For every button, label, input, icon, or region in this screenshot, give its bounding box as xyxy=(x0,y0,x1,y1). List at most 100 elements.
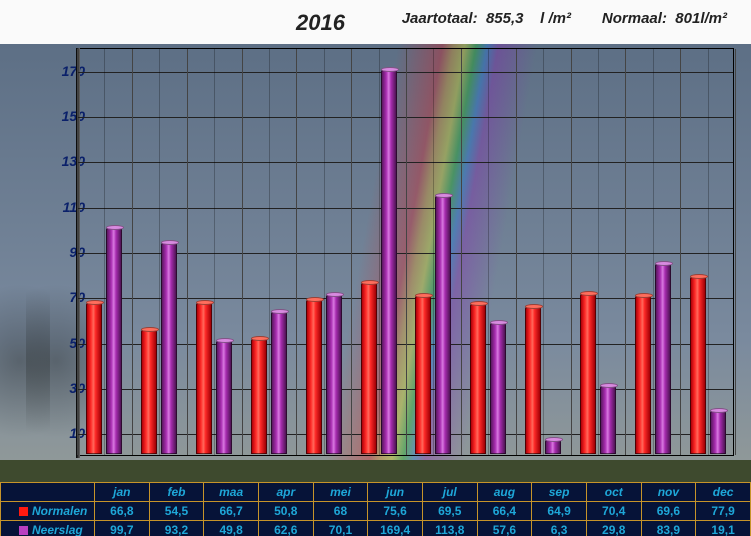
cell-normalen: 69,5 xyxy=(422,502,477,521)
bar-neerslag xyxy=(435,196,451,454)
legend-swatch-purple xyxy=(19,526,28,535)
bar-cap xyxy=(271,309,289,314)
bar-cap xyxy=(361,280,379,285)
bar-cap xyxy=(580,291,598,296)
gridline-h xyxy=(77,208,733,209)
total-unit: l /m² xyxy=(540,10,571,27)
month-header: aug xyxy=(477,483,532,502)
bar-neerslag xyxy=(216,341,232,454)
month-header: oct xyxy=(586,483,641,502)
month-header: apr xyxy=(258,483,313,502)
gridline-v-minor xyxy=(214,49,215,455)
gridline-v xyxy=(516,49,517,455)
bar-cap xyxy=(306,297,324,302)
bar-neerslag xyxy=(545,440,561,454)
bar-neerslag xyxy=(655,264,671,454)
total-label: Jaartotaal: xyxy=(402,10,478,27)
month-header: sep xyxy=(532,483,587,502)
bar-cap xyxy=(600,383,618,388)
cell-normalen: 70,4 xyxy=(586,502,641,521)
cell-normalen: 66,8 xyxy=(95,502,150,521)
table-row-neerslag: Neerslag 99,793,249,862,670,1169,4113,85… xyxy=(1,521,751,536)
bar-cap xyxy=(86,300,104,305)
bar-neerslag xyxy=(106,228,122,454)
cell-neerslag: 113,8 xyxy=(422,521,477,536)
bar-normalen xyxy=(690,277,706,454)
bar-normalen xyxy=(306,300,322,454)
title-normal: Normaal: 801l/m² xyxy=(602,10,727,27)
bar-cap xyxy=(690,274,708,279)
title-annual-total: Jaartotaal: 855,3 l /m² xyxy=(402,10,571,27)
cell-normalen: 54,5 xyxy=(149,502,204,521)
gridline-v-minor xyxy=(543,49,544,455)
bar-cap xyxy=(106,225,124,230)
cell-normalen: 75,6 xyxy=(368,502,423,521)
bar-cap xyxy=(196,300,214,305)
bar-neerslag xyxy=(326,295,342,454)
bar-cap xyxy=(251,336,269,341)
cell-neerslag: 6,3 xyxy=(532,521,587,536)
cell-neerslag: 99,7 xyxy=(95,521,150,536)
legend-label-normalen: Normalen xyxy=(32,504,87,518)
gridline-v xyxy=(187,49,188,455)
bar-neerslag xyxy=(271,312,287,454)
gridline-v-minor xyxy=(433,49,434,455)
bar-neerslag xyxy=(490,323,506,454)
bar-cap xyxy=(326,292,344,297)
bar-normalen xyxy=(196,303,212,454)
bar-normalen xyxy=(470,304,486,455)
bar-cap xyxy=(161,240,179,245)
normal-value: 801l/m² xyxy=(675,10,727,27)
month-header: dec xyxy=(696,483,751,502)
bar-cap xyxy=(490,320,508,325)
gridline-v-minor xyxy=(104,49,105,455)
cell-normalen: 66,4 xyxy=(477,502,532,521)
gridline-v xyxy=(242,49,243,455)
gridline-v-minor xyxy=(269,49,270,455)
cell-neerslag: 83,9 xyxy=(641,521,696,536)
bar-cap xyxy=(415,293,433,298)
bar-normalen xyxy=(141,330,157,454)
bar-normalen xyxy=(415,296,431,454)
cell-neerslag: 29,8 xyxy=(586,521,641,536)
legend-neerslag: Neerslag xyxy=(1,521,95,536)
cell-normalen: 64,9 xyxy=(532,502,587,521)
gridline-v-minor xyxy=(324,49,325,455)
bar-cap xyxy=(710,408,728,413)
bar-neerslag xyxy=(161,243,177,454)
bar-normalen xyxy=(361,283,377,454)
cell-neerslag: 19,1 xyxy=(696,521,751,536)
table-corner xyxy=(1,483,95,502)
normal-label: Normaal: xyxy=(602,10,667,27)
cell-neerslag: 169,4 xyxy=(368,521,423,536)
bar-neerslag xyxy=(381,70,397,454)
total-value: 855,3 xyxy=(486,10,524,27)
cell-neerslag: 57,6 xyxy=(477,521,532,536)
gridline-v-minor xyxy=(653,49,654,455)
bar-normalen xyxy=(525,307,541,454)
bar-cap xyxy=(381,67,399,72)
chart-background-ground xyxy=(0,460,751,482)
gridline-h xyxy=(77,162,733,163)
gridline-v xyxy=(296,49,297,455)
bar-normalen xyxy=(580,294,596,454)
cell-neerslag: 49,8 xyxy=(204,521,259,536)
bar-cap xyxy=(435,193,453,198)
gridline-v xyxy=(351,49,352,455)
bar-cap xyxy=(216,338,234,343)
cell-normalen: 66,7 xyxy=(204,502,259,521)
cell-neerslag: 62,6 xyxy=(258,521,313,536)
month-header: jun xyxy=(368,483,423,502)
bar-neerslag xyxy=(600,386,616,454)
gridline-v xyxy=(132,49,133,455)
month-header: jul xyxy=(422,483,477,502)
precipitation-chart: 1030507090110130150170 janfebmaaaprmeiju… xyxy=(0,44,751,536)
cell-neerslag: 70,1 xyxy=(313,521,368,536)
cell-normalen: 77,9 xyxy=(696,502,751,521)
gridline-v-minor xyxy=(159,49,160,455)
cell-neerslag: 93,2 xyxy=(149,521,204,536)
legend-normalen: Normalen xyxy=(1,502,95,521)
bar-cap xyxy=(655,261,673,266)
gridline-v xyxy=(77,49,78,455)
bar-cap xyxy=(635,293,653,298)
